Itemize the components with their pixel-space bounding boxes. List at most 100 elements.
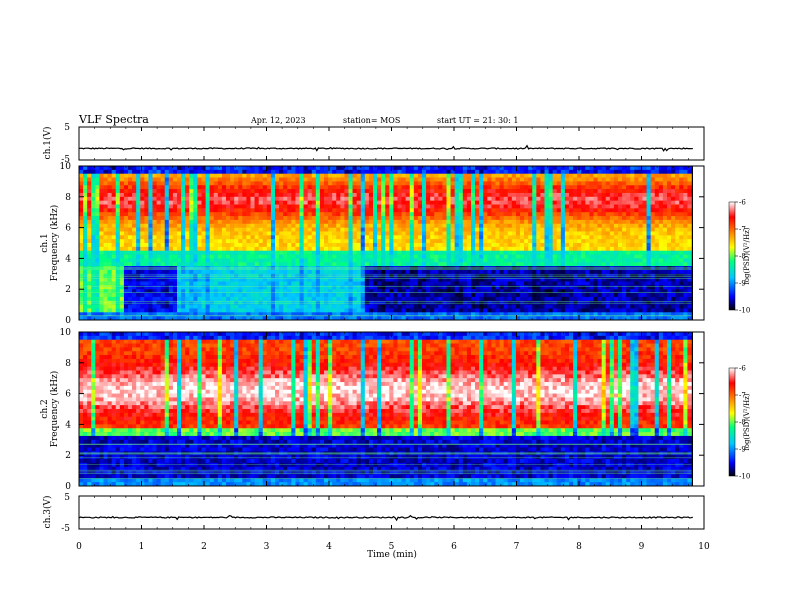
spectrogram-cell [360,192,366,198]
spectrogram-cell [95,281,100,286]
spectrogram-cell [283,316,288,321]
spectrogram-cell [91,181,96,186]
spectrogram-cell [279,250,284,255]
spectrogram-cell [311,312,317,317]
spectrogram-cell [446,219,451,225]
spectrogram-cell [426,254,431,259]
spectrogram-cell [287,266,292,271]
spectrogram-cell [234,239,239,244]
spectrogram-cell [185,316,190,321]
spectrogram-cell [373,227,378,232]
spectrogram-cell [373,293,378,298]
spectrogram-cell [368,300,374,305]
spectrogram-cell [515,177,521,182]
spectrogram-cell [364,231,370,236]
spectrogram-cell [295,235,300,240]
spectrogram-cell [413,296,419,302]
spectrogram-cell [328,266,333,271]
spectrogram-cell [258,181,264,186]
spectrogram-cell [87,204,92,209]
spectrogram-cell [491,281,496,286]
spectrogram-cell [556,208,562,213]
spectrogram-cell [189,223,194,228]
spectrogram-cell [132,296,137,302]
spectrogram-cell [540,293,545,298]
spectrogram-cell [544,281,549,286]
spectrogram-cell [279,200,284,205]
spectrogram-cell [552,166,558,171]
spectrogram-cell [270,316,276,321]
spectrogram-cell [450,316,455,321]
spectrogram-cell [230,285,235,290]
spectrogram-cell [511,235,517,240]
spectrogram-cell [226,177,231,182]
spectrogram-cell [577,300,582,305]
spectrogram-cell [528,243,533,248]
spectrogram-cell [164,181,170,186]
spectrogram-cell [140,250,145,255]
spectrogram-cell [503,200,509,205]
spectrogram-cell [426,181,431,186]
spectrogram-cell [577,223,582,228]
spectrogram-cell [152,239,157,244]
spectrogram-cell [136,185,141,190]
spectrogram-cell [479,181,484,186]
spectrogram-cell [417,235,423,240]
spectrogram-cell [197,169,202,174]
spectrogram-cell [283,166,288,171]
spectrogram-cell [389,196,394,201]
spectrogram-cell [226,212,231,217]
spectrogram-cell [352,300,357,305]
spectrogram-cell [356,177,362,182]
spectrogram-cell [426,196,431,201]
spectrogram-cell [528,235,533,240]
spectrogram-cell [544,296,549,302]
spectrogram-cell [438,200,443,205]
spectrogram-cell [495,196,500,201]
spectrogram-cell [275,219,280,225]
spectrogram-cell [328,177,333,182]
spectrogram-cell [181,266,186,271]
spectrogram-cell [348,273,353,278]
spectrogram-cell [434,239,439,244]
spectrogram-cell [401,219,406,225]
spectrogram-cell [360,239,366,244]
spectrogram-cell [160,285,166,290]
spectrogram-cell [393,189,398,194]
spectrogram-cell [270,277,276,282]
spectrogram-cell [450,285,455,290]
spectrogram-cell [128,223,133,228]
spectrogram-cell [454,304,460,309]
spectrogram-cell [524,296,529,302]
spectrogram-cell [475,231,480,236]
spectrogram-cell [422,212,427,217]
spectrogram-cell [544,266,549,271]
spectrogram-cell [462,223,468,228]
spectrogram-cell [275,285,280,290]
spectrogram-cell [205,312,210,317]
spectrogram-cell [487,246,492,251]
spectrogram-cell [148,281,153,286]
spectrogram-cell [95,231,100,236]
spectrogram-cell [336,196,341,201]
spectrogram-cell [332,169,337,174]
spectrogram-cell [324,243,329,248]
spectrogram-cell [213,308,219,313]
spectrogram-cell [279,312,284,317]
spectrogram-cell [156,246,161,251]
spectrogram-cell [360,181,366,186]
spectrogram-cell [336,266,341,271]
spectrogram-cell [564,231,570,236]
spectrogram-cell [344,281,349,286]
spectrogram-cell [560,273,566,278]
spectrogram-cell [238,227,243,232]
spectrogram-cell [107,200,112,205]
spectrogram-cell [487,312,492,317]
spectrogram-cell [172,235,178,240]
spectrogram-cell [275,312,280,317]
spectrogram-cell [405,192,411,198]
spectrogram-cell [462,293,468,298]
spectrogram-cell [524,169,529,174]
spectrogram-cell [103,227,108,232]
spectrogram-cell [258,166,264,171]
